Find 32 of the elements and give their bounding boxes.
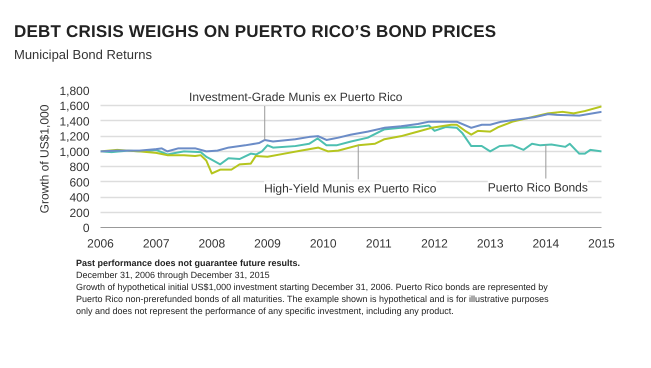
annotation: Puerto Rico Bonds (488, 180, 588, 195)
y-tick-label: 400 (69, 190, 90, 205)
text: Past performance does not guarantee future results. (76, 257, 302, 269)
annotation: High-Yield Munis ex Puerto Rico (264, 181, 437, 196)
y-tick-label: 800 (69, 160, 90, 174)
x-tick-label: 2013 (476, 236, 504, 250)
y-tick-label: 1,800 (59, 84, 90, 98)
text: Growth of hypothetical initial US$1,000 investment starting December 31, 2006. Puerto Rico bonds are represented by Puerto Rico non-prerefunded bonds of all maturities. The example shown is hypothetical and is for illustrative purposes only and does not represent the performance of any specific investment, including any product. (76, 281, 550, 317)
x-tick-label: 2012 (421, 236, 448, 250)
y-tick-label: 0 (82, 221, 90, 235)
line-series (100, 124, 602, 166)
chart-subtitle: Municipal Bond Returns (14, 46, 154, 64)
x-tick-label: 2008 (198, 236, 226, 250)
line-series (100, 105, 602, 174)
chart-title: DEBT CRISIS WEIGHS ON PUERTO RICO’S BOND PRICES (14, 21, 496, 43)
y-axis-title: Growth of US$1,000 (37, 104, 52, 214)
x-tick-label: 2014 (532, 236, 560, 250)
x-tick-label: 2015 (588, 236, 616, 250)
line-series (100, 110, 602, 152)
y-tick-label: 1,600 (59, 99, 90, 114)
annotation: Investment-Grade Munis ex Puerto Rico (189, 90, 403, 104)
y-tick-label: 1,000 (59, 144, 90, 159)
x-tick-label: 2007 (142, 236, 170, 250)
x-tick-label: 2011 (366, 236, 392, 250)
text: December 31, 2006 through December 31, 2015 (76, 269, 271, 281)
y-tick-label: 1,200 (59, 130, 90, 144)
y-tick-label: 600 (69, 175, 90, 190)
x-tick-label: 2010 (310, 236, 337, 250)
x-tick-label: 2009 (254, 236, 282, 250)
y-tick-label: 200 (69, 206, 90, 220)
y-tick-label: 1,400 (59, 114, 90, 128)
x-tick-label: 2006 (87, 236, 114, 250)
